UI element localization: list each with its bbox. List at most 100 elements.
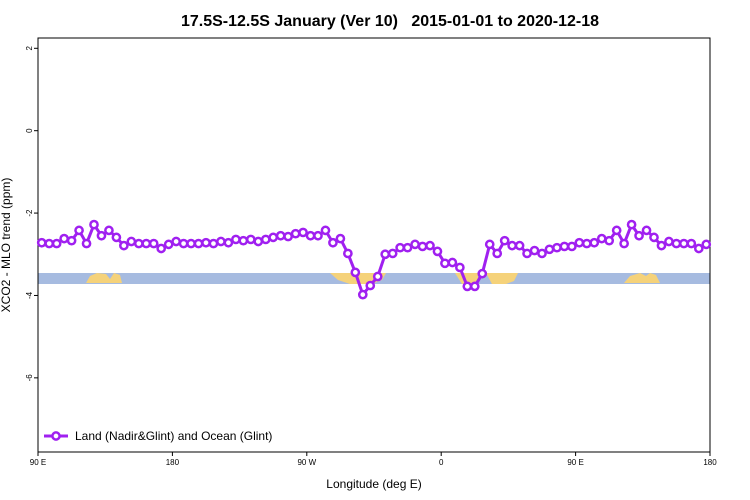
point — [343, 248, 353, 259]
point — [96, 230, 107, 241]
x-tick-label: 90 E — [567, 458, 583, 467]
point — [619, 238, 629, 249]
point — [395, 242, 405, 253]
point — [148, 238, 159, 249]
point — [216, 236, 226, 247]
point — [477, 268, 488, 279]
land-patch — [455, 273, 518, 284]
point — [701, 239, 712, 250]
point — [111, 232, 122, 243]
point — [686, 238, 697, 249]
point — [44, 238, 55, 249]
point — [671, 238, 682, 249]
point — [104, 225, 114, 236]
point — [283, 231, 293, 242]
land-patch — [624, 273, 660, 283]
x-tick-label: 180 — [166, 458, 180, 467]
x-tick-label: 0 — [439, 458, 444, 467]
point — [186, 238, 196, 249]
point — [313, 230, 323, 241]
chart-title: 17.5S-12.5S January (Ver 10) 2015-01-01 … — [181, 13, 599, 30]
point — [89, 219, 99, 230]
point — [320, 225, 331, 236]
point — [469, 281, 480, 292]
point — [156, 243, 167, 254]
point — [290, 228, 301, 239]
point — [119, 240, 129, 251]
point — [559, 241, 570, 252]
point — [499, 235, 510, 246]
y-tick-label: -6 — [25, 374, 34, 382]
point — [305, 230, 316, 241]
point — [357, 289, 368, 300]
point — [634, 230, 644, 241]
x-tick-label: 180 — [703, 458, 717, 467]
point — [447, 257, 458, 268]
point — [589, 237, 600, 248]
point — [626, 219, 637, 230]
point — [51, 238, 62, 249]
point — [245, 234, 256, 245]
point — [372, 271, 383, 282]
point — [223, 237, 234, 248]
point — [328, 237, 338, 248]
point — [238, 235, 249, 246]
point — [492, 248, 503, 259]
point — [693, 243, 704, 254]
point — [567, 241, 577, 252]
x-tick-label: 90 W — [297, 458, 316, 467]
point — [74, 225, 84, 236]
point — [432, 246, 443, 257]
point — [201, 237, 211, 248]
point — [268, 232, 279, 243]
point — [141, 238, 152, 249]
y-tick-label: -4 — [25, 291, 34, 299]
legend-marker — [51, 431, 61, 441]
point — [193, 238, 204, 249]
point — [260, 234, 271, 245]
point — [679, 238, 689, 249]
x-axis-label: Longitude (deg E) — [326, 477, 421, 491]
point — [604, 235, 615, 246]
point — [641, 225, 652, 236]
point — [231, 234, 241, 245]
point — [126, 236, 137, 247]
point — [440, 258, 450, 269]
point — [171, 236, 181, 247]
point — [133, 238, 144, 249]
point — [380, 249, 391, 260]
y-tick-label: 0 — [25, 128, 34, 133]
point — [387, 248, 398, 259]
point — [365, 280, 376, 291]
x-tick-label: 90 E — [30, 458, 46, 467]
point — [656, 240, 667, 251]
point — [544, 244, 555, 255]
point — [462, 281, 473, 292]
point — [522, 248, 532, 259]
point — [410, 239, 420, 250]
point — [574, 237, 585, 248]
point — [402, 242, 413, 253]
point — [507, 240, 517, 251]
point — [514, 240, 525, 251]
point — [36, 237, 47, 248]
point — [298, 227, 308, 238]
legend-label: Land (Nadir&Glint) and Ocean (Glint) — [75, 429, 272, 443]
land-patch — [86, 273, 122, 283]
y-tick-label: -2 — [25, 209, 34, 217]
point — [664, 236, 674, 247]
point — [253, 236, 264, 247]
point — [335, 233, 346, 244]
point — [59, 233, 69, 244]
point — [66, 235, 77, 246]
y-tick-label: 2 — [25, 46, 34, 51]
point — [417, 241, 428, 252]
point — [208, 238, 219, 249]
point — [611, 225, 622, 236]
point — [425, 240, 435, 251]
point — [455, 262, 465, 273]
point — [552, 242, 562, 253]
point — [484, 239, 495, 250]
point — [596, 233, 607, 244]
